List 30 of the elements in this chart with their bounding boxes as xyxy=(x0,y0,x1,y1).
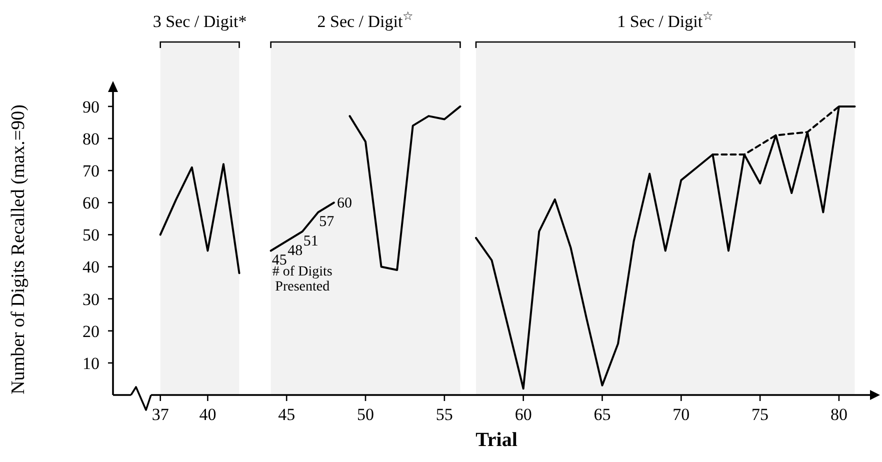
band-label: 3 Sec / Digit* xyxy=(152,12,247,31)
x-tick-label: 60 xyxy=(514,405,532,424)
data-label: 51 xyxy=(303,233,318,250)
band-label: 1 Sec / Digit$^{☆}$ xyxy=(617,9,714,31)
y-tick-label: 30 xyxy=(82,290,100,309)
y-tick-label: 20 xyxy=(82,322,100,341)
x-tick-label: 75 xyxy=(752,405,769,424)
band-label: 2 Sec / Digit$^{☆}$ xyxy=(317,9,414,31)
y-tick-label: 70 xyxy=(82,162,100,181)
line-series xyxy=(159,163,240,274)
y-tick-label: 80 xyxy=(82,129,100,148)
y-tick-label: 10 xyxy=(82,354,100,373)
y-tick-label: 40 xyxy=(82,258,100,277)
x-axis-title: Trial xyxy=(476,429,518,451)
y-tick-label: 90 xyxy=(82,97,100,116)
y-tick-label: 50 xyxy=(82,226,100,245)
x-tick-label: 80 xyxy=(830,405,848,424)
x-tick-label: 37 xyxy=(152,405,170,424)
y-tick-label: 60 xyxy=(82,194,100,213)
y-axis-title: Number of Digits Recalled (max.=90) xyxy=(8,104,29,394)
data-label: 60 xyxy=(336,196,352,212)
x-tick-label: 65 xyxy=(594,405,611,424)
x-tick-label: 45 xyxy=(278,405,296,424)
x-tick-label: 50 xyxy=(357,405,374,424)
data-label: 48 xyxy=(288,243,303,260)
x-tick-label: 55 xyxy=(436,405,453,424)
x-tick-label: 70 xyxy=(672,405,690,424)
line-series xyxy=(474,105,856,390)
data-label: 57 xyxy=(319,214,335,230)
x-tick-label: 40 xyxy=(199,405,216,424)
